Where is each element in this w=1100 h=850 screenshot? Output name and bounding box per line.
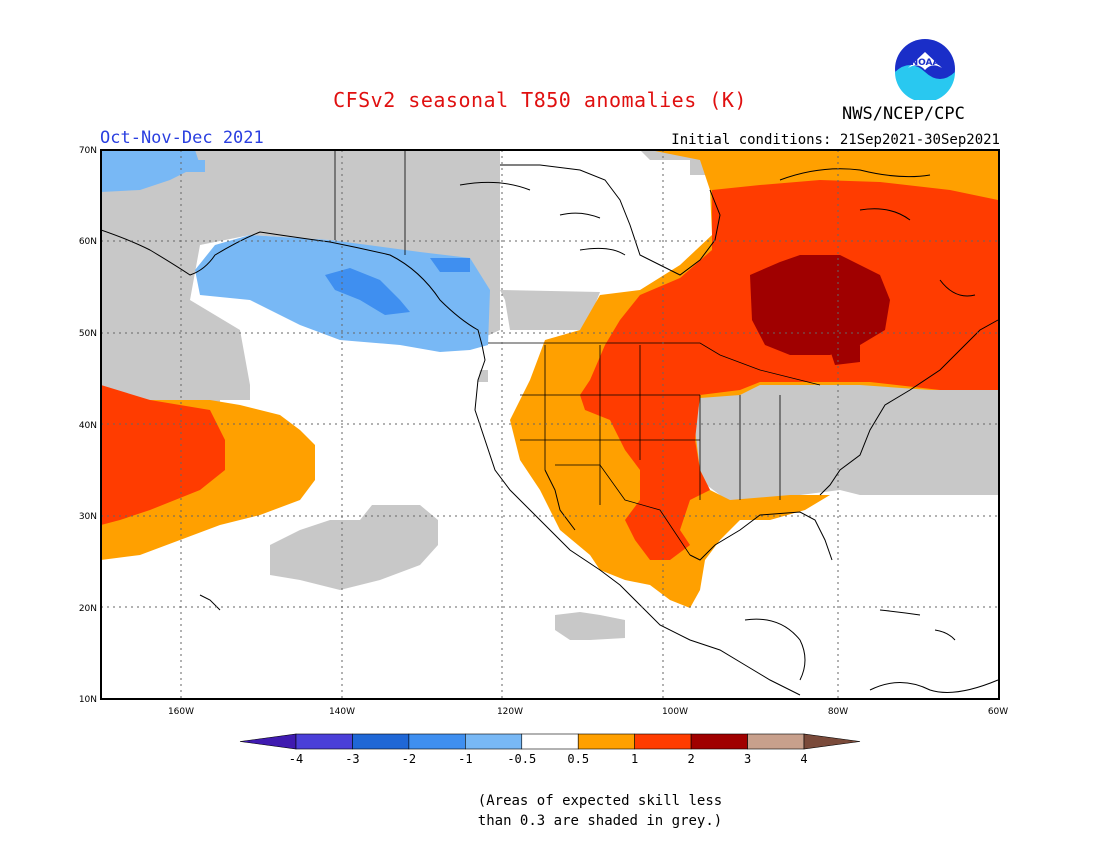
legend-label: -0.5: [507, 752, 536, 766]
agency-label: NWS/NCEP/CPC: [842, 104, 965, 124]
cool-anomalies: [101, 150, 490, 352]
skill-note-line-2: than 0.3 are shaded in grey.): [477, 813, 723, 829]
legend-arrow-high: [803, 733, 861, 750]
noaa-logo-text: NOAA: [911, 58, 940, 68]
legend-label: -2: [402, 752, 416, 766]
lon-label: 160W: [168, 707, 194, 717]
lon-label: 80W: [828, 707, 848, 717]
season-label: Oct-Nov-Dec 2021: [100, 128, 264, 148]
lat-label: 20N: [79, 604, 97, 614]
legend-swatch: [295, 733, 353, 750]
chart-title: CFSv2 seasonal T850 anomalies (K): [333, 88, 747, 112]
legend-swatch: [690, 733, 748, 750]
legend-label: 2: [687, 752, 694, 766]
skill-note: (Areas of expected skill less than 0.3 a…: [440, 791, 760, 831]
legend-label: -1: [458, 752, 472, 766]
initial-conditions-label: Initial conditions: 21Sep2021-30Sep2021: [671, 132, 1000, 148]
map-frame: [100, 149, 1000, 700]
lat-label: 40N: [79, 421, 97, 431]
lat-label: 10N: [79, 695, 97, 705]
legend-label: 3: [744, 752, 751, 766]
legend-swatch: [408, 733, 466, 750]
lon-label: 140W: [329, 707, 355, 717]
legend-swatch: [465, 733, 523, 750]
latitude-labels: 10N 20N 30N 40N 50N 60N 70N: [79, 146, 97, 705]
low-skill-regions: [101, 150, 998, 640]
lon-label: 60W: [988, 707, 1008, 717]
legend-label: 4: [800, 752, 807, 766]
legend-swatch: [521, 733, 579, 750]
lon-label: 100W: [662, 707, 688, 717]
legend-label: 0.5: [567, 752, 589, 766]
legend-label: -3: [345, 752, 359, 766]
legend-swatch: [352, 733, 410, 750]
lat-label: 60N: [79, 237, 97, 247]
lat-label: 70N: [79, 146, 97, 156]
warm-anomalies: [101, 150, 998, 608]
skill-note-line-1: (Areas of expected skill less: [477, 793, 723, 809]
color-legend: -4 -3 -2 -1 -0.5 0.5 1 2 3 4: [239, 733, 861, 766]
legend-arrow-low: [239, 733, 297, 750]
lat-label: 50N: [79, 329, 97, 339]
lon-label: 120W: [497, 707, 523, 717]
longitude-labels: 160W 140W 120W 100W 80W 60W: [168, 707, 1008, 717]
political-boundaries: [334, 150, 821, 556]
legend-label: 1: [631, 752, 638, 766]
legend-label: -4: [289, 752, 303, 766]
noaa-logo-icon: NOAA: [895, 39, 955, 100]
coastlines: [101, 164, 999, 696]
legend-swatch: [577, 733, 635, 750]
map-area: [101, 150, 999, 699]
legend-swatch: [747, 733, 805, 750]
legend-swatch: [634, 733, 692, 750]
lat-label: 30N: [79, 512, 97, 522]
